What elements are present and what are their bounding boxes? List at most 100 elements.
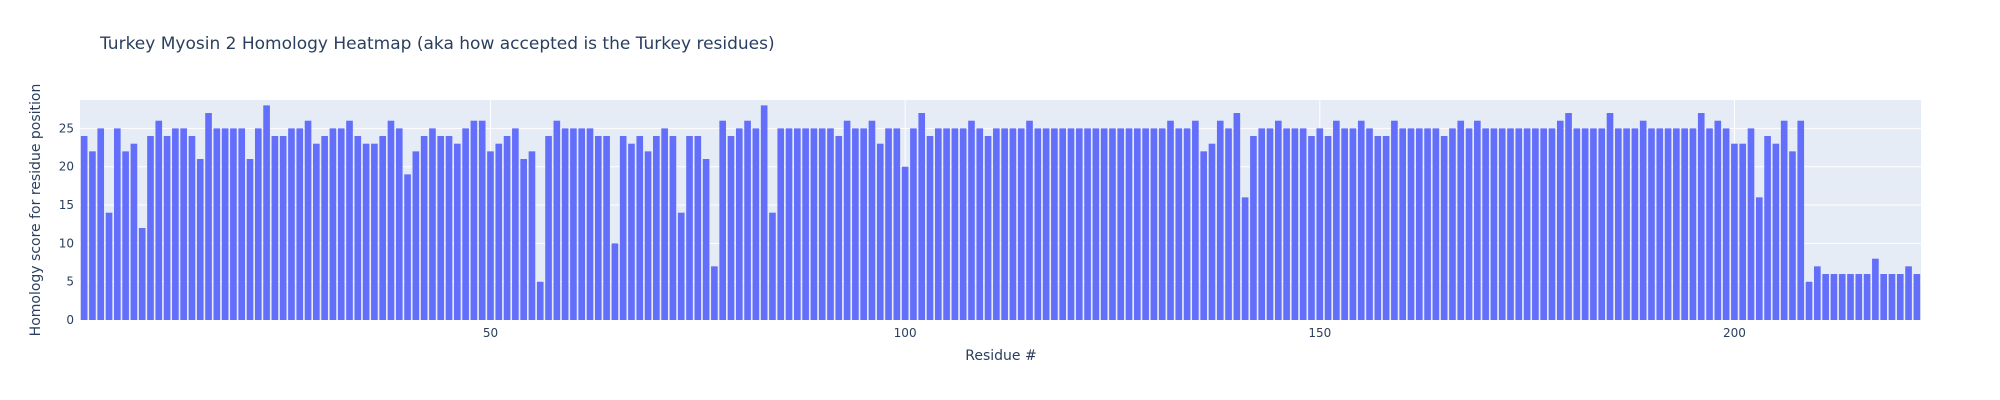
bar-residue-43[interactable] — [429, 128, 436, 320]
bar-residue-50[interactable] — [487, 151, 494, 320]
bar-residue-90[interactable] — [818, 128, 826, 320]
bar-residue-86[interactable] — [785, 128, 793, 320]
bar-residue-5[interactable] — [114, 128, 121, 320]
bar-residue-55[interactable] — [528, 151, 536, 320]
bar-residue-124[interactable] — [1100, 128, 1108, 320]
bar-residue-187[interactable] — [1623, 128, 1630, 320]
bar-residue-214[interactable] — [1847, 274, 1854, 320]
bar-residue-99[interactable] — [893, 128, 901, 320]
bar-residue-61[interactable] — [578, 128, 586, 320]
bar-residue-159[interactable] — [1391, 120, 1398, 320]
bar-residue-28[interactable] — [304, 120, 312, 320]
bar-residue-216[interactable] — [1863, 274, 1871, 320]
bar-residue-160[interactable] — [1399, 128, 1407, 320]
bar-residue-37[interactable] — [379, 136, 386, 320]
bar-residue-79[interactable] — [727, 136, 735, 320]
bar-residue-220[interactable] — [1896, 274, 1904, 320]
bar-residue-182[interactable] — [1581, 128, 1589, 320]
bar-residue-41[interactable] — [412, 151, 420, 320]
bar-residue-169[interactable] — [1474, 120, 1481, 320]
bar-residue-116[interactable] — [1034, 128, 1042, 320]
bar-residue-22[interactable] — [254, 128, 262, 320]
bar-residue-201[interactable] — [1739, 143, 1747, 320]
bar-residue-181[interactable] — [1573, 128, 1581, 320]
bar-residue-59[interactable] — [561, 128, 569, 320]
bar-residue-141[interactable] — [1241, 197, 1249, 320]
bar-residue-39[interactable] — [395, 128, 403, 320]
bar-residue-47[interactable] — [462, 128, 469, 320]
bar-residue-15[interactable] — [196, 159, 204, 320]
bar-residue-24[interactable] — [271, 136, 279, 320]
bar-residue-78[interactable] — [719, 120, 726, 320]
bar-residue-7[interactable] — [130, 143, 138, 320]
bar-residue-96[interactable] — [868, 120, 876, 320]
bar-residue-137[interactable] — [1208, 143, 1216, 320]
bar-residue-193[interactable] — [1673, 128, 1680, 320]
bar-residue-172[interactable] — [1498, 128, 1506, 320]
bar-residue-174[interactable] — [1515, 128, 1523, 320]
bar-residue-170[interactable] — [1482, 128, 1489, 320]
bar-residue-77[interactable] — [711, 266, 718, 320]
bar-residue-85[interactable] — [777, 128, 785, 320]
bar-residue-13[interactable] — [180, 128, 187, 320]
bar-residue-12[interactable] — [172, 128, 179, 320]
bar-residue-208[interactable] — [1797, 120, 1805, 320]
bar-residue-167[interactable] — [1457, 120, 1465, 320]
bar-residue-125[interactable] — [1109, 128, 1116, 320]
bar-residue-88[interactable] — [802, 128, 809, 320]
bar-residue-123[interactable] — [1092, 128, 1100, 320]
bar-residue-222[interactable] — [1913, 274, 1921, 320]
bar-residue-134[interactable] — [1183, 128, 1191, 320]
bar-residue-215[interactable] — [1855, 274, 1863, 320]
bar-residue-120[interactable] — [1067, 128, 1075, 320]
bar-residue-178[interactable] — [1548, 128, 1556, 320]
bar-residue-36[interactable] — [371, 143, 378, 320]
bar-residue-19[interactable] — [230, 128, 237, 320]
bar-residue-54[interactable] — [520, 159, 527, 320]
bar-residue-10[interactable] — [155, 120, 163, 320]
bar-residue-161[interactable] — [1407, 128, 1415, 320]
bar-residue-171[interactable] — [1490, 128, 1498, 320]
bar-residue-212[interactable] — [1830, 274, 1838, 320]
bar-residue-87[interactable] — [794, 128, 801, 320]
bar-residue-98[interactable] — [885, 128, 892, 320]
bar-residue-185[interactable] — [1606, 113, 1614, 320]
bar-residue-11[interactable] — [163, 136, 171, 320]
bar-residue-117[interactable] — [1042, 128, 1050, 320]
bar-residue-48[interactable] — [470, 120, 478, 320]
bar-residue-16[interactable] — [205, 113, 212, 320]
bar-residue-142[interactable] — [1250, 136, 1257, 320]
bar-residue-76[interactable] — [702, 159, 710, 320]
bar-residue-206[interactable] — [1780, 120, 1788, 320]
bar-residue-131[interactable] — [1158, 128, 1166, 320]
bar-residue-21[interactable] — [246, 159, 254, 320]
bar-residue-177[interactable] — [1540, 128, 1547, 320]
bar-residue-103[interactable] — [926, 136, 934, 320]
bar-residue-168[interactable] — [1465, 128, 1473, 320]
bar-residue-133[interactable] — [1175, 128, 1183, 320]
bar-residue-126[interactable] — [1117, 128, 1125, 320]
bar-residue-192[interactable] — [1664, 128, 1672, 320]
bar-residue-80[interactable] — [735, 128, 743, 320]
bar-residue-138[interactable] — [1216, 120, 1224, 320]
bar-residue-45[interactable] — [445, 136, 453, 320]
bar-residue-33[interactable] — [346, 120, 353, 320]
bar-residue-62[interactable] — [586, 128, 594, 320]
bar-residue-130[interactable] — [1150, 128, 1158, 320]
bar-residue-180[interactable] — [1565, 113, 1572, 320]
bar-residue-145[interactable] — [1274, 120, 1282, 320]
bar-residue-190[interactable] — [1648, 128, 1655, 320]
bar-residue-65[interactable] — [611, 243, 619, 320]
bar-residue-184[interactable] — [1598, 128, 1606, 320]
bar-residue-44[interactable] — [437, 136, 445, 320]
bar-residue-149[interactable] — [1308, 136, 1315, 320]
bar-residue-140[interactable] — [1233, 113, 1241, 320]
bar-residue-73[interactable] — [677, 212, 685, 320]
bar-residue-104[interactable] — [934, 128, 942, 320]
bar-residue-121[interactable] — [1075, 128, 1083, 320]
bar-residue-38[interactable] — [387, 120, 395, 320]
bar-residue-95[interactable] — [860, 128, 867, 320]
bar-residue-166[interactable] — [1449, 128, 1456, 320]
bar-residue-53[interactable] — [512, 128, 519, 320]
bar-residue-64[interactable] — [603, 136, 610, 320]
